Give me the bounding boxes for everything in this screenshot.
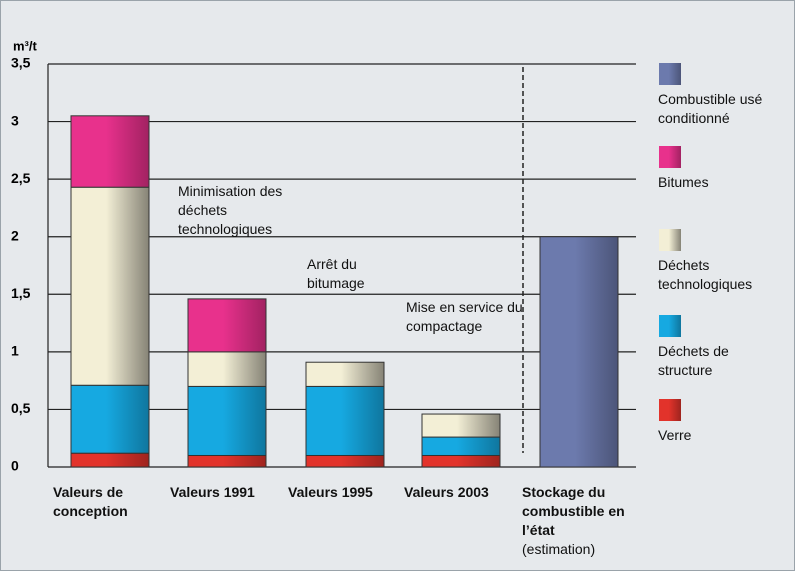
legend-label: Bitumes [658, 174, 709, 190]
y-tick-label: 1 [11, 343, 19, 359]
y-tick-label: 2,5 [11, 170, 31, 186]
legend-swatch [659, 63, 681, 85]
bar-segment [421, 454, 501, 468]
y-tick-label: 0,5 [11, 400, 31, 416]
bar-segment [70, 115, 150, 188]
annotation: Minimisation des déchets technologiques [178, 183, 283, 237]
legend-label: Combustible usé conditionné [658, 91, 763, 126]
bar-segment [305, 361, 385, 387]
y-tick-label: 2 [11, 227, 19, 243]
bar-segment [70, 186, 150, 386]
bar-segment [187, 385, 267, 456]
annotation: Arrêt du bitumage [307, 256, 365, 291]
bar-segment [187, 298, 267, 353]
bar-segment [539, 236, 619, 468]
y-tick-label: 0 [11, 458, 19, 474]
legend-swatch [659, 229, 681, 251]
y-axis-label: m³/t [13, 38, 38, 53]
bar-segment [187, 454, 267, 468]
annotation: Mise en service du compactage [406, 299, 523, 334]
legend-label: Verre [658, 427, 692, 443]
y-tick-label: 3,5 [11, 55, 31, 71]
legend-swatch [659, 315, 681, 337]
legend-swatch [659, 399, 681, 421]
x-tick-label: Valeurs de conception [53, 484, 128, 519]
bar-segment [421, 436, 501, 456]
x-tick-label: Stockage du combustible en l’état [522, 484, 625, 538]
bar-segment [70, 384, 150, 454]
x-tick-label: Valeurs 1995 [288, 484, 373, 500]
bar-segment [187, 351, 267, 387]
bar-segment [421, 413, 501, 438]
y-tick-label: 1,5 [11, 285, 31, 301]
legend-label: Déchets de structure [658, 343, 729, 378]
x-tick-label: Valeurs 2003 [404, 484, 489, 500]
bar-segment [70, 452, 150, 468]
y-tick-label: 3 [11, 112, 19, 128]
x-tick-label: Valeurs 1991 [170, 484, 255, 500]
legend-label: Déchets technologiques [658, 257, 753, 292]
bar-segment [305, 454, 385, 468]
legend-swatch [659, 146, 681, 168]
bar-segment [305, 385, 385, 456]
category-note: (estimation) [522, 541, 596, 557]
